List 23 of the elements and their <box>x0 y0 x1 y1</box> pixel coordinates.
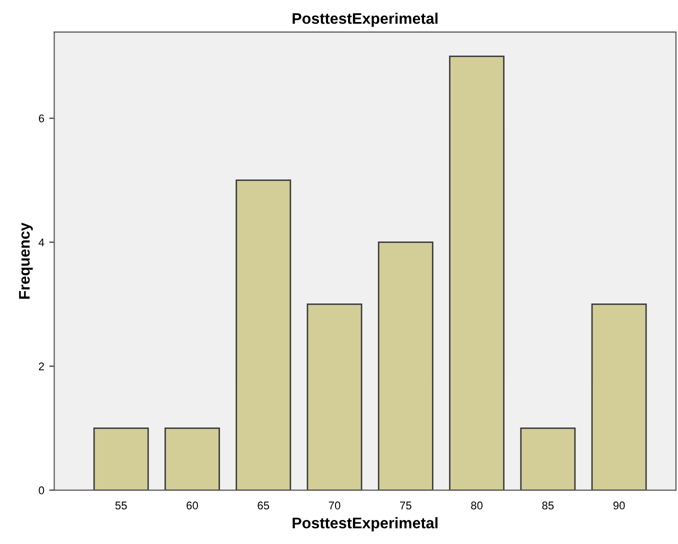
x-tick-label: 55 <box>115 502 127 510</box>
x-tick-label: 65 <box>258 502 270 510</box>
y-tick-label: 2 <box>38 362 44 370</box>
bar <box>520 427 576 490</box>
x-tick-label: 90 <box>613 502 625 510</box>
y-tick-label: 4 <box>38 238 44 246</box>
x-tick-label: 70 <box>328 502 340 510</box>
bar <box>93 427 149 490</box>
x-tick-label: 80 <box>471 502 483 510</box>
bar <box>164 427 220 490</box>
bar <box>449 56 505 490</box>
x-tick-label: 75 <box>400 502 412 510</box>
bar <box>378 242 434 490</box>
x-axis-title: PosttestExperimetal <box>292 517 438 532</box>
bar <box>236 180 292 490</box>
bar <box>591 304 647 490</box>
chart-title: PosttestExperimetal <box>292 12 438 27</box>
y-tick-label: 6 <box>38 114 44 122</box>
y-tick-label: 0 <box>38 486 44 494</box>
bar <box>306 304 362 490</box>
x-tick-label: 85 <box>542 502 554 510</box>
x-tick-label: 60 <box>186 502 198 510</box>
y-axis-title: Frequency <box>19 222 33 299</box>
